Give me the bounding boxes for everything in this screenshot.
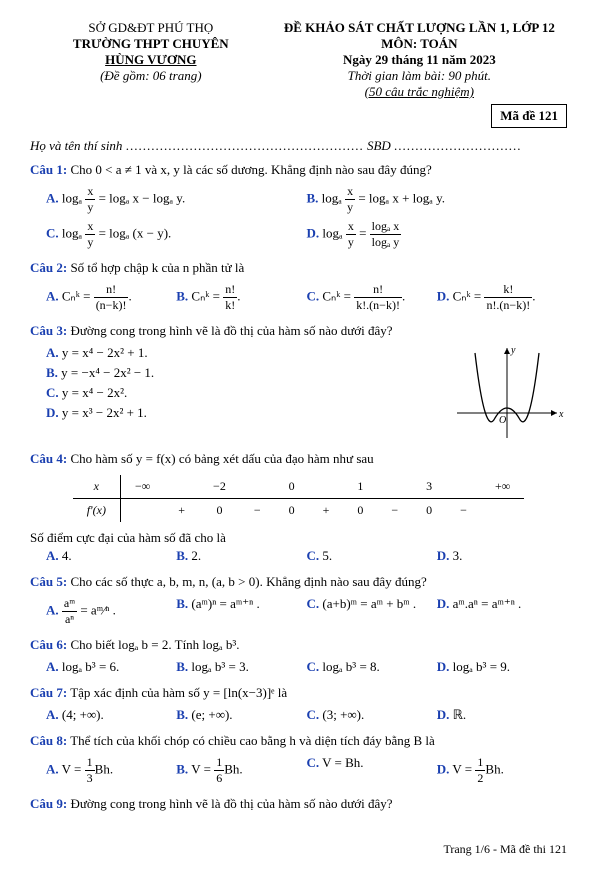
q1-B: B. logₐ xy = logₐ x + logₐ y.: [307, 184, 568, 215]
q7-D: D. ℝ.: [437, 707, 567, 723]
q4-C: C. 5.: [307, 548, 437, 564]
q9-label: Câu 9:: [30, 796, 67, 811]
q3-text: Đường cong trong hình vẽ là đồ thị của h…: [70, 323, 392, 338]
q4-options: A. 4. B. 2. C. 5. D. 3.: [46, 546, 567, 566]
q3-D: D. y = x³ − 2x² + 1.: [46, 405, 447, 421]
q5-B: B. (aᵐ)ⁿ = aᵐ⁺ⁿ .: [176, 596, 306, 627]
header-left: SỞ GD&ĐT PHÚ THỌ TRƯỜNG THPT CHUYÊN HÙNG…: [30, 20, 272, 128]
name-label: Họ và tên thí sinh: [30, 138, 122, 153]
question-9: Câu 9: Đường cong trong hình vẽ là đồ th…: [30, 796, 567, 812]
q1-C: C. logₐ xy = logₐ (x − y).: [46, 219, 307, 250]
question-2: Câu 2: Số tổ hợp chập k của n phần tử là: [30, 260, 567, 276]
q6-options: A. logₐ b³ = 6. B. logₐ b³ = 3. C. logₐ …: [46, 657, 567, 677]
q2-B: B. Cₙᵏ = n!k!.: [176, 282, 306, 313]
question-4: Câu 4: Cho hàm số y = f(x) có bảng xét d…: [30, 451, 567, 467]
dept: SỞ GD&ĐT PHÚ THỌ: [30, 20, 272, 36]
q6-C: C. logₐ b³ = 8.: [307, 659, 437, 675]
pages: (Đề gồm: 06 trang): [30, 68, 272, 84]
q8-D: D. V = 12Bh.: [437, 755, 567, 786]
q5-options: A. aᵐaⁿ = aᵐ⁄ⁿ . B. (aᵐ)ⁿ = aᵐ⁺ⁿ . C. (a…: [46, 594, 567, 629]
school: TRƯỜNG THPT CHUYÊN: [30, 36, 272, 52]
q6-A: A. logₐ b³ = 6.: [46, 659, 176, 675]
svg-text:y: y: [510, 345, 516, 356]
q5-text: Cho các số thực a, b, m, n, (a, b > 0). …: [70, 574, 426, 589]
q8-text: Thể tích của khối chóp có chiều cao bằng…: [70, 733, 435, 748]
sbd-label: SBD: [367, 138, 391, 153]
q2-D: D. Cₙᵏ = k!n!.(n−k)!.: [437, 282, 567, 313]
q7-text: Tập xác định của hàm số y = [ln(x−3)]ᵉ l…: [70, 685, 287, 700]
q7-options: A. (4; +∞). B. (e; +∞). C. (3; +∞). D. ℝ…: [46, 705, 567, 725]
q2-text: Số tổ hợp chập k của n phần tử là: [70, 260, 244, 275]
q3-C: C. y = x⁴ − 2x².: [46, 385, 447, 401]
q8-label: Câu 8:: [30, 733, 67, 748]
q4-text: Cho hàm số y = f(x) có bảng xét dấu của …: [70, 451, 373, 466]
q1-D: D. logₐ xy = logₐ xlogₐ y: [307, 219, 568, 250]
q1-text: Cho 0 < a ≠ 1 và x, y là các số dương. K…: [70, 162, 431, 177]
q1-label: Câu 1:: [30, 162, 67, 177]
dots2: ..............................: [394, 138, 522, 153]
q2-label: Câu 2:: [30, 260, 67, 275]
q3-row: A. y = x⁴ − 2x² + 1. B. y = −x⁴ − 2x² − …: [30, 343, 567, 443]
question-8: Câu 8: Thể tích của khối chóp có chiều c…: [30, 733, 567, 749]
svg-text:x: x: [558, 409, 564, 420]
q9-text: Đường cong trong hình vẽ là đồ thị của h…: [70, 796, 392, 811]
q2-C: C. Cₙᵏ = n!k!.(n−k)!.: [307, 282, 437, 313]
q8-C: C. V = Bh.: [307, 755, 437, 786]
q1-A: A. logₐ xy = logₐ x − logₐ y.: [46, 184, 307, 215]
duration: Thời gian làm bài: 90 phút.: [272, 68, 567, 84]
exam-code: Mã đề 121: [491, 104, 567, 128]
question-3: Câu 3: Đường cong trong hình vẽ là đồ th…: [30, 323, 567, 339]
page-footer: Trang 1/6 - Mã đề thi 121: [30, 842, 567, 857]
q4-B: B. 2.: [176, 548, 306, 564]
q4-D: D. 3.: [437, 548, 567, 564]
q8-A: A. V = 13Bh.: [46, 755, 176, 786]
dots: ........................................…: [126, 138, 364, 153]
question-1: Câu 1: Cho 0 < a ≠ 1 và x, y là các số d…: [30, 162, 567, 178]
q2-A: A. Cₙᵏ = n!(n−k)!.: [46, 282, 176, 313]
school2: HÙNG VƯƠNG: [30, 52, 272, 68]
question-5: Câu 5: Cho các số thực a, b, m, n, (a, b…: [30, 574, 567, 590]
q5-C: C. (a+b)ᵐ = aᵐ + bᵐ .: [307, 596, 437, 627]
exam-header: SỞ GD&ĐT PHÚ THỌ TRƯỜNG THPT CHUYÊN HÙNG…: [30, 20, 567, 128]
q6-B: B. logₐ b³ = 3.: [176, 659, 306, 675]
subject: MÔN: TOÁN: [272, 36, 567, 52]
q4-A: A. 4.: [46, 548, 176, 564]
q7-B: B. (e; +∞).: [176, 707, 306, 723]
q4-sign-table: x −∞ −2 0 1 3 +∞ f'(x) + 0 − 0 + 0 − 0 −: [73, 475, 525, 522]
q4-label: Câu 4:: [30, 451, 67, 466]
q6-label: Câu 6:: [30, 637, 67, 652]
q5-A: A. aᵐaⁿ = aᵐ⁄ⁿ .: [46, 596, 176, 627]
date: Ngày 29 tháng 11 năm 2023: [272, 52, 567, 68]
svg-text:O: O: [499, 415, 506, 426]
name-line: Họ và tên thí sinh .....................…: [30, 138, 567, 154]
q7-label: Câu 7:: [30, 685, 67, 700]
q3-graph: x y O: [447, 343, 567, 443]
exam-title: ĐỀ KHẢO SÁT CHẤT LƯỢNG LẦN 1, LỚP 12: [272, 20, 567, 36]
q6-text: Cho biết logₐ b = 2. Tính logₐ b³.: [70, 637, 239, 652]
q8-B: B. V = 16Bh.: [176, 755, 306, 786]
q1-options: A. logₐ xy = logₐ x − logₐ y. B. logₐ xy…: [46, 182, 567, 252]
question-6: Câu 6: Cho biết logₐ b = 2. Tính logₐ b³…: [30, 637, 567, 653]
q3-B: B. y = −x⁴ − 2x² − 1.: [46, 365, 447, 381]
q4-after: Số điểm cực đại của hàm số đã cho là: [30, 530, 567, 546]
q5-label: Câu 5:: [30, 574, 67, 589]
q7-A: A. (4; +∞).: [46, 707, 176, 723]
q7-C: C. (3; +∞).: [307, 707, 437, 723]
q3-A: A. y = x⁴ − 2x² + 1.: [46, 345, 447, 361]
q5-D: D. aᵐ.aⁿ = aᵐ⁺ⁿ .: [437, 596, 567, 627]
q-count: (50 câu trắc nghiệm): [272, 84, 567, 100]
q8-options: A. V = 13Bh. B. V = 16Bh. C. V = Bh. D. …: [46, 753, 567, 788]
question-7: Câu 7: Tập xác định của hàm số y = [ln(x…: [30, 685, 567, 701]
q6-D: D. logₐ b³ = 9.: [437, 659, 567, 675]
q2-options: A. Cₙᵏ = n!(n−k)!. B. Cₙᵏ = n!k!. C. Cₙᵏ…: [46, 280, 567, 315]
q3-label: Câu 3:: [30, 323, 67, 338]
header-right: ĐỀ KHẢO SÁT CHẤT LƯỢNG LẦN 1, LỚP 12 MÔN…: [272, 20, 567, 128]
